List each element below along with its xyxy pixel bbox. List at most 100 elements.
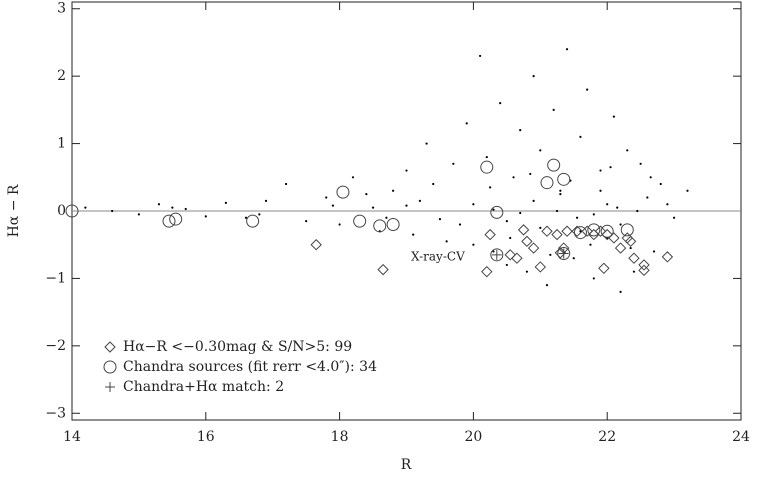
point bbox=[636, 209, 639, 213]
point bbox=[365, 193, 368, 196]
point bbox=[504, 249, 516, 261]
y-tick-label: −2 bbox=[45, 338, 66, 354]
point bbox=[545, 284, 549, 287]
point bbox=[264, 199, 268, 202]
point bbox=[137, 213, 140, 216]
point bbox=[445, 240, 448, 243]
point bbox=[377, 263, 389, 276]
point bbox=[305, 220, 308, 223]
point bbox=[652, 250, 656, 253]
point bbox=[484, 228, 496, 241]
point bbox=[425, 142, 428, 145]
legend-label: Chandra sources (fit rerr <4.0″): 34 bbox=[123, 359, 377, 375]
point bbox=[204, 215, 207, 218]
point bbox=[84, 206, 87, 209]
legend-label: Chandra+Hα match: 2 bbox=[123, 379, 284, 395]
point bbox=[547, 158, 561, 172]
point bbox=[438, 217, 442, 221]
point bbox=[608, 232, 620, 244]
point bbox=[598, 262, 610, 275]
point bbox=[649, 176, 652, 179]
point bbox=[480, 160, 494, 174]
point bbox=[505, 263, 508, 267]
point bbox=[519, 128, 522, 132]
point bbox=[169, 212, 183, 226]
point bbox=[646, 196, 649, 199]
point bbox=[555, 209, 559, 213]
legend-label: Hα−R <−0.30mag & S/N>5: 99 bbox=[123, 339, 352, 355]
point bbox=[539, 226, 542, 229]
point bbox=[529, 172, 532, 176]
point bbox=[338, 223, 341, 226]
point bbox=[458, 223, 462, 226]
y-tick-label: −3 bbox=[45, 405, 66, 421]
point bbox=[244, 216, 248, 219]
point bbox=[224, 201, 227, 205]
point bbox=[465, 122, 468, 125]
point bbox=[171, 206, 174, 209]
point bbox=[638, 259, 650, 271]
point bbox=[490, 248, 504, 262]
point bbox=[575, 216, 579, 219]
x-axis-label: R bbox=[401, 457, 412, 473]
point bbox=[325, 196, 328, 199]
point bbox=[626, 149, 629, 152]
point bbox=[559, 193, 562, 196]
point bbox=[629, 246, 632, 250]
point bbox=[489, 186, 492, 189]
point bbox=[392, 189, 395, 192]
point bbox=[549, 253, 552, 256]
point bbox=[594, 225, 607, 237]
point bbox=[521, 235, 533, 248]
point bbox=[111, 209, 114, 213]
point bbox=[532, 199, 535, 202]
point bbox=[385, 216, 388, 219]
point bbox=[557, 172, 571, 186]
point bbox=[686, 189, 689, 192]
point bbox=[628, 252, 640, 264]
point bbox=[373, 219, 387, 233]
point bbox=[157, 203, 161, 206]
point bbox=[432, 182, 435, 186]
point bbox=[572, 257, 575, 260]
point bbox=[534, 261, 547, 273]
point bbox=[405, 169, 408, 172]
point bbox=[601, 228, 613, 241]
point bbox=[592, 213, 595, 216]
point bbox=[517, 224, 530, 236]
x-tick-label: 24 bbox=[732, 429, 750, 445]
point bbox=[336, 185, 350, 199]
point bbox=[599, 169, 602, 172]
point bbox=[353, 214, 367, 228]
point bbox=[632, 270, 636, 273]
point bbox=[485, 155, 488, 159]
point bbox=[600, 224, 614, 238]
point bbox=[606, 203, 609, 206]
point bbox=[659, 182, 662, 186]
x-tick-label: 20 bbox=[464, 429, 482, 445]
point bbox=[481, 265, 493, 278]
legend-marker bbox=[105, 382, 115, 392]
point bbox=[405, 204, 408, 207]
point bbox=[559, 189, 562, 192]
point bbox=[539, 149, 542, 152]
point bbox=[599, 189, 602, 192]
x-tick-label: 18 bbox=[331, 429, 349, 445]
point bbox=[579, 135, 582, 138]
point bbox=[184, 207, 187, 211]
point bbox=[565, 48, 569, 51]
point bbox=[412, 233, 415, 236]
point bbox=[284, 182, 288, 186]
x-tick-label: 16 bbox=[197, 429, 215, 445]
point bbox=[614, 242, 627, 254]
point bbox=[573, 226, 587, 240]
x-tick-label: 22 bbox=[598, 429, 616, 445]
point bbox=[586, 88, 589, 91]
point bbox=[666, 203, 669, 206]
annotation: X-ray-CV bbox=[411, 250, 465, 264]
point bbox=[592, 277, 595, 280]
point bbox=[616, 206, 619, 209]
point bbox=[351, 176, 355, 179]
